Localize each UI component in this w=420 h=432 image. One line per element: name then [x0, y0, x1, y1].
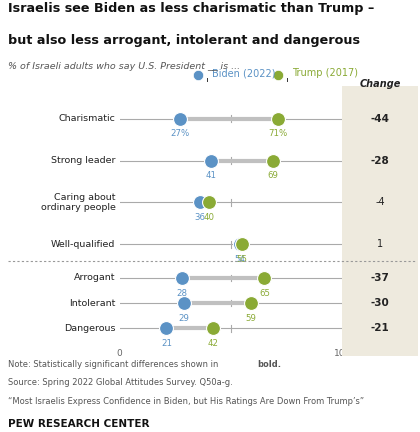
- Text: Source: Spring 2022 Global Attitudes Survey. Q50a-g.: Source: Spring 2022 Global Attitudes Sur…: [8, 378, 233, 388]
- Text: 1: 1: [377, 239, 383, 249]
- Text: -37: -37: [371, 273, 389, 283]
- Text: 29: 29: [179, 314, 190, 323]
- Text: PEW RESEARCH CENTER: PEW RESEARCH CENTER: [8, 419, 150, 429]
- Point: [239, 241, 245, 248]
- Text: Israelis see Biden as less charismatic than Trump –: Israelis see Biden as less charismatic t…: [8, 2, 375, 15]
- Point: [181, 300, 188, 307]
- Text: Caring about
ordinary people: Caring about ordinary people: [41, 193, 116, 212]
- Text: Dangerous: Dangerous: [64, 324, 116, 333]
- Text: 21: 21: [161, 339, 172, 348]
- Point: [195, 72, 202, 79]
- Point: [275, 72, 282, 79]
- Point: [163, 325, 170, 332]
- Text: -28: -28: [371, 156, 389, 165]
- Text: % of Israeli adults who say U.S. President __ is ...: % of Israeli adults who say U.S. Preside…: [8, 62, 241, 71]
- Text: 28: 28: [176, 289, 187, 298]
- Text: 55: 55: [236, 255, 248, 264]
- Point: [274, 115, 281, 122]
- Text: -30: -30: [371, 298, 389, 308]
- Point: [205, 199, 212, 206]
- Text: -21: -21: [371, 323, 389, 333]
- Point: [178, 274, 185, 281]
- Text: Well-qualified: Well-qualified: [51, 240, 116, 249]
- Text: 41: 41: [205, 171, 216, 180]
- Point: [197, 199, 203, 206]
- Text: -4: -4: [375, 197, 385, 207]
- Text: Trump (2017): Trump (2017): [292, 68, 358, 79]
- Point: [261, 274, 268, 281]
- Text: Strong leader: Strong leader: [51, 156, 116, 165]
- Point: [210, 325, 217, 332]
- Text: 27%: 27%: [170, 129, 189, 138]
- Text: but also less arrogant, intolerant and dangerous: but also less arrogant, intolerant and d…: [8, 34, 360, 47]
- Text: Change: Change: [360, 79, 401, 89]
- Point: [176, 115, 183, 122]
- Text: Charismatic: Charismatic: [59, 114, 116, 123]
- Text: Biden (2022): Biden (2022): [212, 68, 276, 79]
- Text: 54: 54: [234, 255, 245, 264]
- Point: [248, 300, 255, 307]
- Point: [236, 241, 243, 248]
- Text: Arrogant: Arrogant: [74, 273, 116, 283]
- Text: Note: Statistically significant differences shown in: Note: Statistically significant differen…: [8, 359, 221, 368]
- Text: bold.: bold.: [257, 359, 281, 368]
- Text: 59: 59: [246, 314, 257, 323]
- Text: 40: 40: [203, 213, 214, 222]
- Text: 36: 36: [194, 213, 205, 222]
- Point: [207, 157, 214, 164]
- Text: 71%: 71%: [268, 129, 287, 138]
- Text: 42: 42: [208, 339, 219, 348]
- Text: 65: 65: [259, 289, 270, 298]
- Point: [270, 157, 277, 164]
- Text: -44: -44: [370, 114, 390, 124]
- Text: 69: 69: [268, 171, 279, 180]
- Text: “Most Israelis Express Confidence in Biden, but His Ratings Are Down From Trump’: “Most Israelis Express Confidence in Bid…: [8, 397, 365, 406]
- Text: Intolerant: Intolerant: [69, 299, 116, 308]
